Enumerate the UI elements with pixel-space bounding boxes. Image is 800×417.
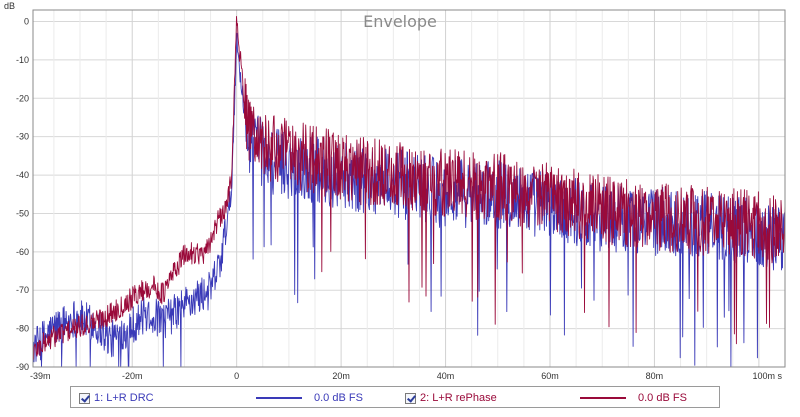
y-axis-label: dB [4,1,15,11]
y-tick-label: -80 [16,324,29,334]
series-1-swatch [256,397,302,399]
series-1-label: 1: L+R DRC [94,392,154,404]
x-tick-label: -39m [30,371,51,381]
series-layer [32,15,786,368]
x-axis-ticks: -39m -20m 0 20m 40m 60m 80m 100m s [30,371,782,381]
x-tick-label: 80m [646,371,664,381]
y-axis-ticks: 0 -10 -20 -30 -40 -50 -60 -70 -80 -90 [16,17,29,372]
series-1-checkbox[interactable] [79,392,90,404]
series-2-level: 0.0 dB FS [638,392,687,404]
x-tick-label: 40m [437,371,455,381]
y-tick-label: -60 [16,247,29,257]
plot-frame [32,9,786,368]
y-tick-label: -40 [16,170,29,180]
y-tick-label: -30 [16,132,29,142]
chart-title: Envelope [363,12,437,31]
y-tick-label: -90 [16,362,29,372]
x-tick-label: 0 [234,371,239,381]
y-tick-label: -10 [16,55,29,65]
series-2-swatch [580,397,626,399]
x-tick-label: -20m [122,371,143,381]
y-tick-label: -70 [16,285,29,295]
series-2-line [32,15,786,360]
series-2-checkbox[interactable] [405,392,416,404]
series-1-level: 0.0 dB FS [314,392,363,404]
x-tick-label: 20m [332,371,350,381]
y-tick-label: 0 [24,17,29,27]
legend-item-1[interactable]: 1: L+R DRC [79,390,154,406]
y-tick-label: -50 [16,208,29,218]
legend: 1: L+R DRC 0.0 dB FS 2: L+R rePhase 0.0 … [70,386,720,408]
x-tick-label: 100m s [752,371,782,381]
legend-item-2[interactable]: 2: L+R rePhase [405,390,497,406]
series-2-label: 2: L+R rePhase [420,392,497,404]
x-tick-label: 60m [541,371,559,381]
y-tick-label: -20 [16,93,29,103]
